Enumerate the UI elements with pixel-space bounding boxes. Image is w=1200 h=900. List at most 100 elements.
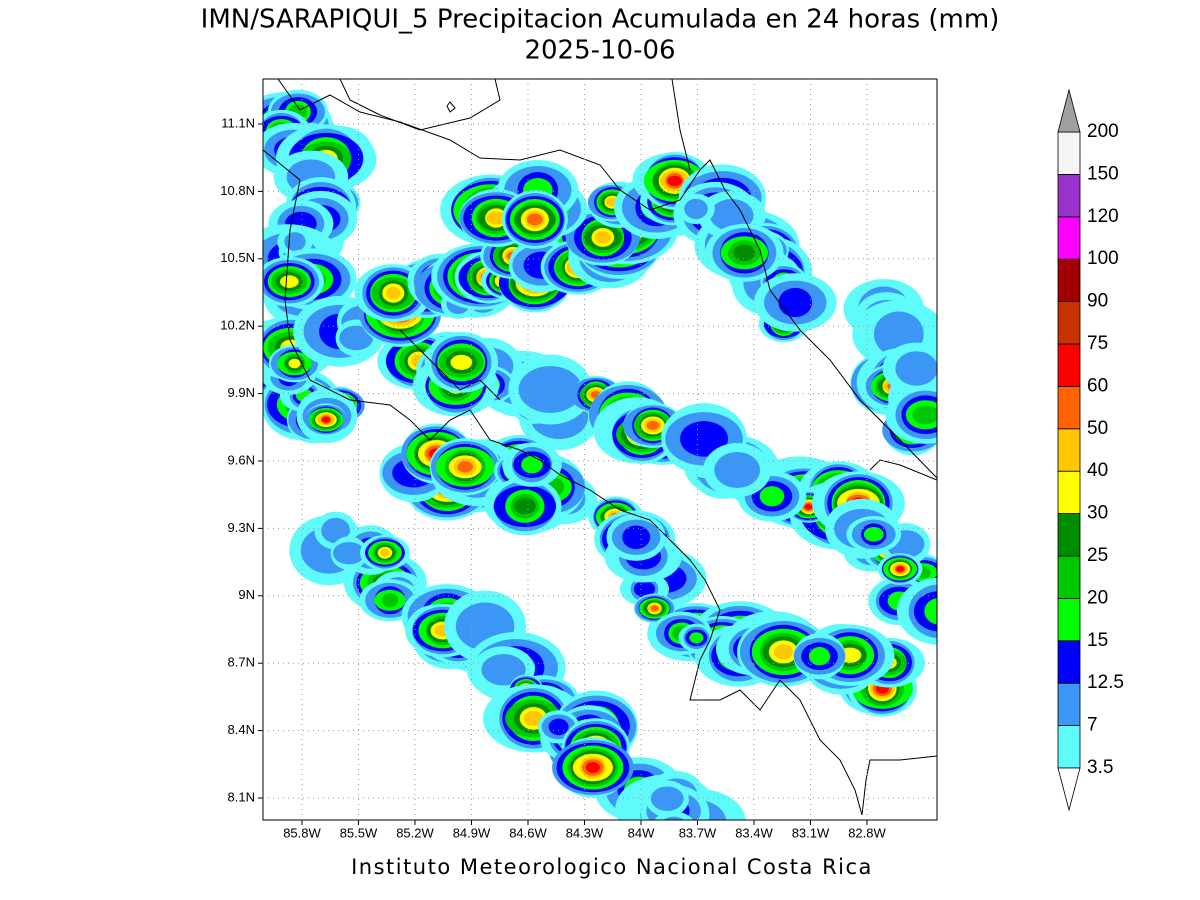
rain-cell: [689, 632, 704, 644]
lon-label: 84.3W: [566, 825, 604, 840]
rain-cell: [521, 455, 543, 474]
rain-cell: [912, 405, 937, 425]
rain-cell: [594, 231, 611, 244]
lon-label: 85.8W: [283, 825, 321, 840]
rain-cell: [381, 593, 399, 608]
rain-cell: [804, 503, 813, 510]
map-frame: [262, 78, 938, 821]
colorbar-label: 90: [1087, 291, 1108, 312]
colorbar-swatch: [1057, 131, 1081, 175]
colorbar-below: [1057, 767, 1081, 812]
rain-cell: [288, 358, 301, 369]
colorbar-label: 100: [1087, 248, 1119, 269]
colorbar-label: 60: [1087, 375, 1108, 396]
lon-label: 84.6W: [509, 825, 547, 840]
colorbar-swatch: [1057, 301, 1081, 345]
colorbar-swatch: [1057, 598, 1081, 642]
title: IMN/SARAPIQUI_5 Precipitacion Acumulada …: [201, 5, 1000, 35]
colorbar-label: 50: [1087, 418, 1108, 439]
rain-cell: [650, 786, 684, 811]
colorbar-label: 30: [1087, 503, 1108, 524]
rain-cell: [895, 351, 937, 386]
lat-label: 8.1N: [228, 789, 255, 804]
colorbar-above: [1057, 88, 1081, 133]
subtitle: 2025-10-06: [524, 36, 675, 66]
rain-cell: [284, 232, 306, 252]
rain-cell: [518, 366, 582, 413]
footer: Instituto Meteorologico Nacional Costa R…: [351, 855, 873, 879]
rain-cell: [684, 198, 708, 219]
rain-cell: [622, 525, 651, 550]
colorbar-label: 12.5: [1087, 672, 1124, 693]
colorbar-label: 150: [1087, 163, 1119, 184]
rain-cell: [481, 654, 526, 686]
rain-cell: [663, 816, 685, 820]
lat-label: 9.9N: [228, 385, 255, 400]
rain-cell: [280, 275, 299, 288]
rain-cell: [321, 517, 351, 544]
rain-cell: [457, 461, 473, 473]
colorbar-swatch: [1057, 513, 1081, 557]
lon-label: 83.7W: [679, 825, 717, 840]
colorbar-label: 7: [1087, 715, 1098, 736]
lon-label: 84.9W: [453, 825, 491, 840]
colorbar-swatch: [1057, 725, 1081, 769]
lon-label: 85.2W: [396, 825, 434, 840]
rain-cell: [514, 497, 536, 515]
rain-cell: [523, 710, 544, 726]
lat-label: 10.8N: [220, 183, 255, 198]
lat-label: 10.5N: [220, 250, 255, 265]
lat-label: 11.1N: [221, 115, 255, 130]
rain-cell: [913, 591, 937, 632]
rain-cell: [778, 287, 813, 318]
colorbar-swatch: [1057, 343, 1081, 387]
rain-cell: [646, 420, 660, 430]
colorbar-label: 120: [1087, 206, 1119, 227]
rain-cell: [667, 175, 683, 187]
colorbar-swatch: [1057, 682, 1081, 727]
rain-cell: [548, 718, 569, 736]
colorbar-swatch: [1057, 216, 1081, 260]
colorbar-swatch: [1057, 470, 1081, 515]
rain-cell: [808, 647, 831, 666]
lon-label: 84W: [628, 825, 655, 840]
lat-label: 8.4N: [228, 722, 255, 737]
rain-cell: [633, 580, 656, 598]
rain-cell: [650, 605, 659, 612]
colorbar-swatch: [1057, 428, 1081, 472]
rain-cell: [759, 486, 785, 507]
colorbar-swatch: [1057, 385, 1081, 430]
colorbar-swatch: [1057, 173, 1081, 218]
colorbar-label: 25: [1087, 545, 1108, 566]
lon-label: 82.8W: [848, 825, 886, 840]
rain-cell: [863, 527, 884, 542]
rain-cell: [680, 420, 729, 457]
lon-label: 83.4W: [735, 825, 773, 840]
rain-cell: [896, 566, 905, 572]
rain-cell: [527, 213, 543, 226]
colorbar-label: 40: [1087, 460, 1108, 481]
colorbar-swatch: [1057, 258, 1081, 303]
colorbar-label: 75: [1087, 333, 1108, 354]
rain-cell: [924, 598, 937, 625]
colorbar-label: 15: [1087, 630, 1108, 651]
rain-cell: [339, 325, 374, 351]
colorbar-swatch: [1057, 640, 1081, 684]
rain-cell: [733, 244, 756, 262]
coastlines: [263, 79, 937, 816]
rain-cell: [380, 548, 390, 557]
colorbar-label: 3.5: [1087, 757, 1113, 778]
lat-label: 10.2N: [220, 318, 255, 333]
rain-cell: [486, 211, 506, 225]
colorbar-label: 20: [1087, 587, 1108, 608]
lat-label: 8.7N: [228, 655, 255, 670]
colorbar-swatch: [1057, 555, 1081, 599]
rain-cell: [386, 286, 401, 300]
rain-cell: [773, 644, 794, 660]
rain-cell: [332, 541, 366, 565]
precipitation-field: [263, 89, 937, 820]
colorbar-label: 200: [1087, 121, 1119, 142]
lon-label: 85.5W: [340, 825, 378, 840]
rain-cell: [654, 811, 694, 820]
